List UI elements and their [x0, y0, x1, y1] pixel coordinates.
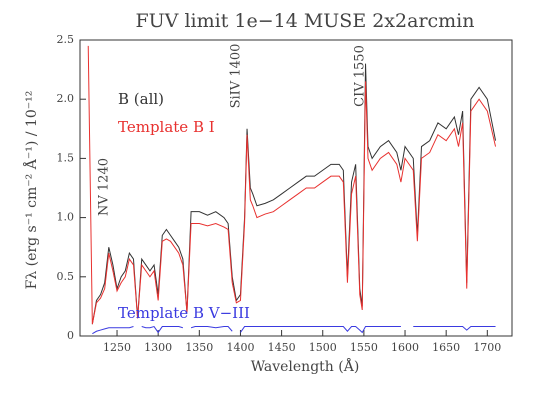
x-tick-label: 1550	[350, 341, 378, 354]
y-tick-label: 1.5	[57, 151, 75, 164]
spectrum-line	[240, 326, 401, 334]
x-tick-label: 1400	[226, 341, 254, 354]
x-tick-label: 1250	[103, 341, 131, 354]
x-tick-label: 1500	[309, 341, 337, 354]
legend-label: B (all)	[118, 90, 164, 108]
spectrum-line	[91, 63, 497, 325]
spectrum-line	[87, 45, 497, 325]
y-tick-label: 0	[67, 329, 74, 342]
y-tick-label: 2.5	[57, 33, 75, 46]
x-tick-label: 1700	[473, 341, 501, 354]
spectrum-line	[190, 326, 233, 332]
y-tick-label: 0.5	[57, 270, 75, 283]
x-tick-label: 1600	[391, 341, 419, 354]
x-tick-label: 1350	[185, 341, 213, 354]
line-annotation: NV 1240	[97, 158, 112, 216]
x-tick-label: 1300	[144, 341, 172, 354]
spectrum-line	[141, 325, 183, 334]
chart-title: FUV limit 1e−14 MUSE 2x2arcmin	[135, 10, 474, 32]
y-axis-label: Fλ (erg s⁻¹ cm⁻² Å⁻¹) / 10⁻¹²	[22, 91, 40, 290]
x-tick-label: 1650	[432, 341, 460, 354]
plot-frame	[79, 39, 513, 337]
y-tick-label: 1.0	[57, 211, 75, 224]
x-tick-label: 1450	[268, 341, 296, 354]
legend-label: Template B V−III	[118, 304, 250, 322]
x-axis-label: Wavelength (Å)	[251, 357, 360, 375]
line-annotation: CIV 1550	[353, 45, 368, 107]
spectrum-line	[92, 326, 134, 335]
legend-label: Template B I	[118, 118, 215, 136]
spectrum-line	[413, 326, 496, 331]
line-annotation: SiIV 1400	[229, 44, 244, 109]
y-tick-label: 2.0	[57, 92, 75, 105]
